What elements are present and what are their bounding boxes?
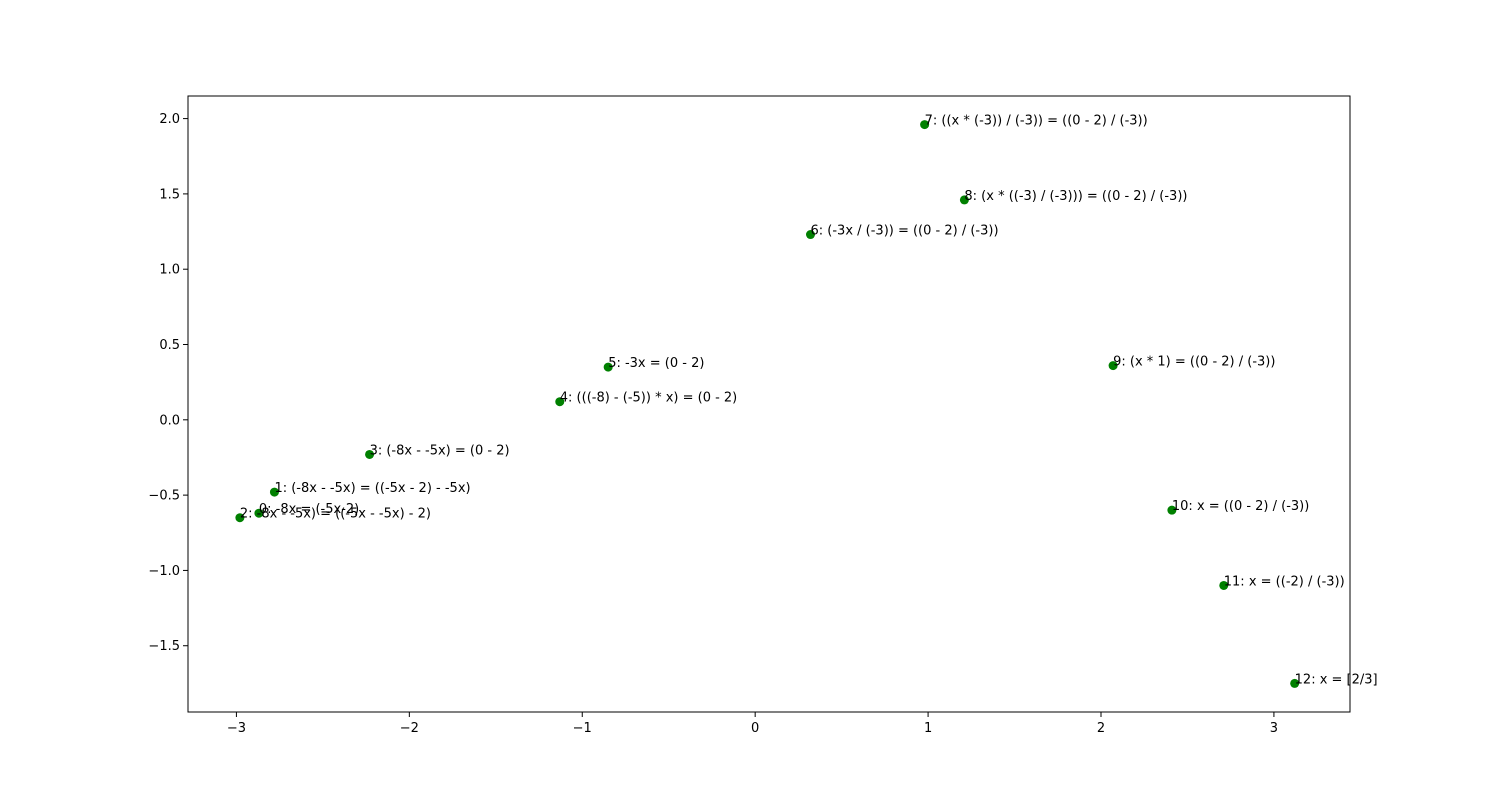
data-point (920, 120, 930, 130)
x-tick-label: 3 (1270, 721, 1278, 736)
point-label: 0: -8x = (-5x-2) (259, 502, 359, 517)
point-label: 5: -3x = (0 - 2) (608, 356, 704, 371)
data-point (806, 230, 815, 240)
point-label: 2: -8x - -5x) = ((-5x - -5x) - 2) (240, 507, 431, 522)
data-point (1219, 580, 1229, 590)
x-tick-label: −1 (573, 721, 592, 736)
y-tick-label: −1.5 (148, 639, 180, 654)
data-point (959, 195, 969, 205)
y-tick-label: 0.5 (159, 338, 180, 353)
axes-frame (187, 95, 1351, 713)
data-point (365, 449, 375, 459)
data-point (254, 508, 264, 518)
point-label: 12: x = [2/3] (1295, 672, 1378, 687)
point-label: 7: ((x * (-3)) / (-3)) = ((0 - 2) / (-3)… (925, 114, 1148, 129)
point-label: 8: (x * ((-3) / (-3))) = ((0 - 2) / (-3)… (964, 189, 1187, 204)
y-tick-label: 0.0 (159, 413, 180, 428)
point-label: 6: (-3x / (-3)) = ((0 - 2) / (-3)) (811, 224, 999, 239)
data-point (1290, 678, 1300, 688)
point-label: 9: (x * 1) = ((0 - 2) / (-3)) (1113, 355, 1275, 370)
point-label: 1: (-8x - -5x) = ((-5x - 2) - -5x) (274, 481, 470, 496)
x-tick-label: 0 (751, 721, 759, 736)
y-tick-label: 1.0 (159, 263, 180, 278)
x-tick-label: 1 (924, 721, 932, 736)
y-tick-label: 2.0 (159, 112, 180, 127)
plot-layer: −3 −2 −1 0 1 2 3 −1.5 −1.0 −0.5 0.0 0.5 1.0 1.5 2.0 0: … (148, 112, 1377, 736)
point-label: 11: x = ((-2) / (-3)) (1224, 574, 1345, 589)
data-point (603, 362, 613, 372)
data-point (1108, 361, 1118, 371)
point-label: 3: (-8x - -5x) = (0 - 2) (370, 443, 510, 458)
y-tick-label: 1.5 (159, 187, 180, 202)
x-tick-label: 2 (1097, 721, 1105, 736)
data-point (555, 397, 565, 407)
y-tick-label: −1.0 (148, 564, 180, 579)
y-tick-label: −0.5 (148, 489, 180, 504)
data-point (269, 487, 279, 497)
x-tick-label: −3 (227, 721, 246, 736)
x-tick-label: −2 (400, 721, 419, 736)
point-label: 4: (((-8) - (-5)) * x) = (0 - 2) (560, 391, 738, 406)
point-label: 10: x = ((0 - 2) / (-3)) (1172, 499, 1309, 514)
data-point (1167, 505, 1177, 515)
data-point (235, 513, 245, 523)
